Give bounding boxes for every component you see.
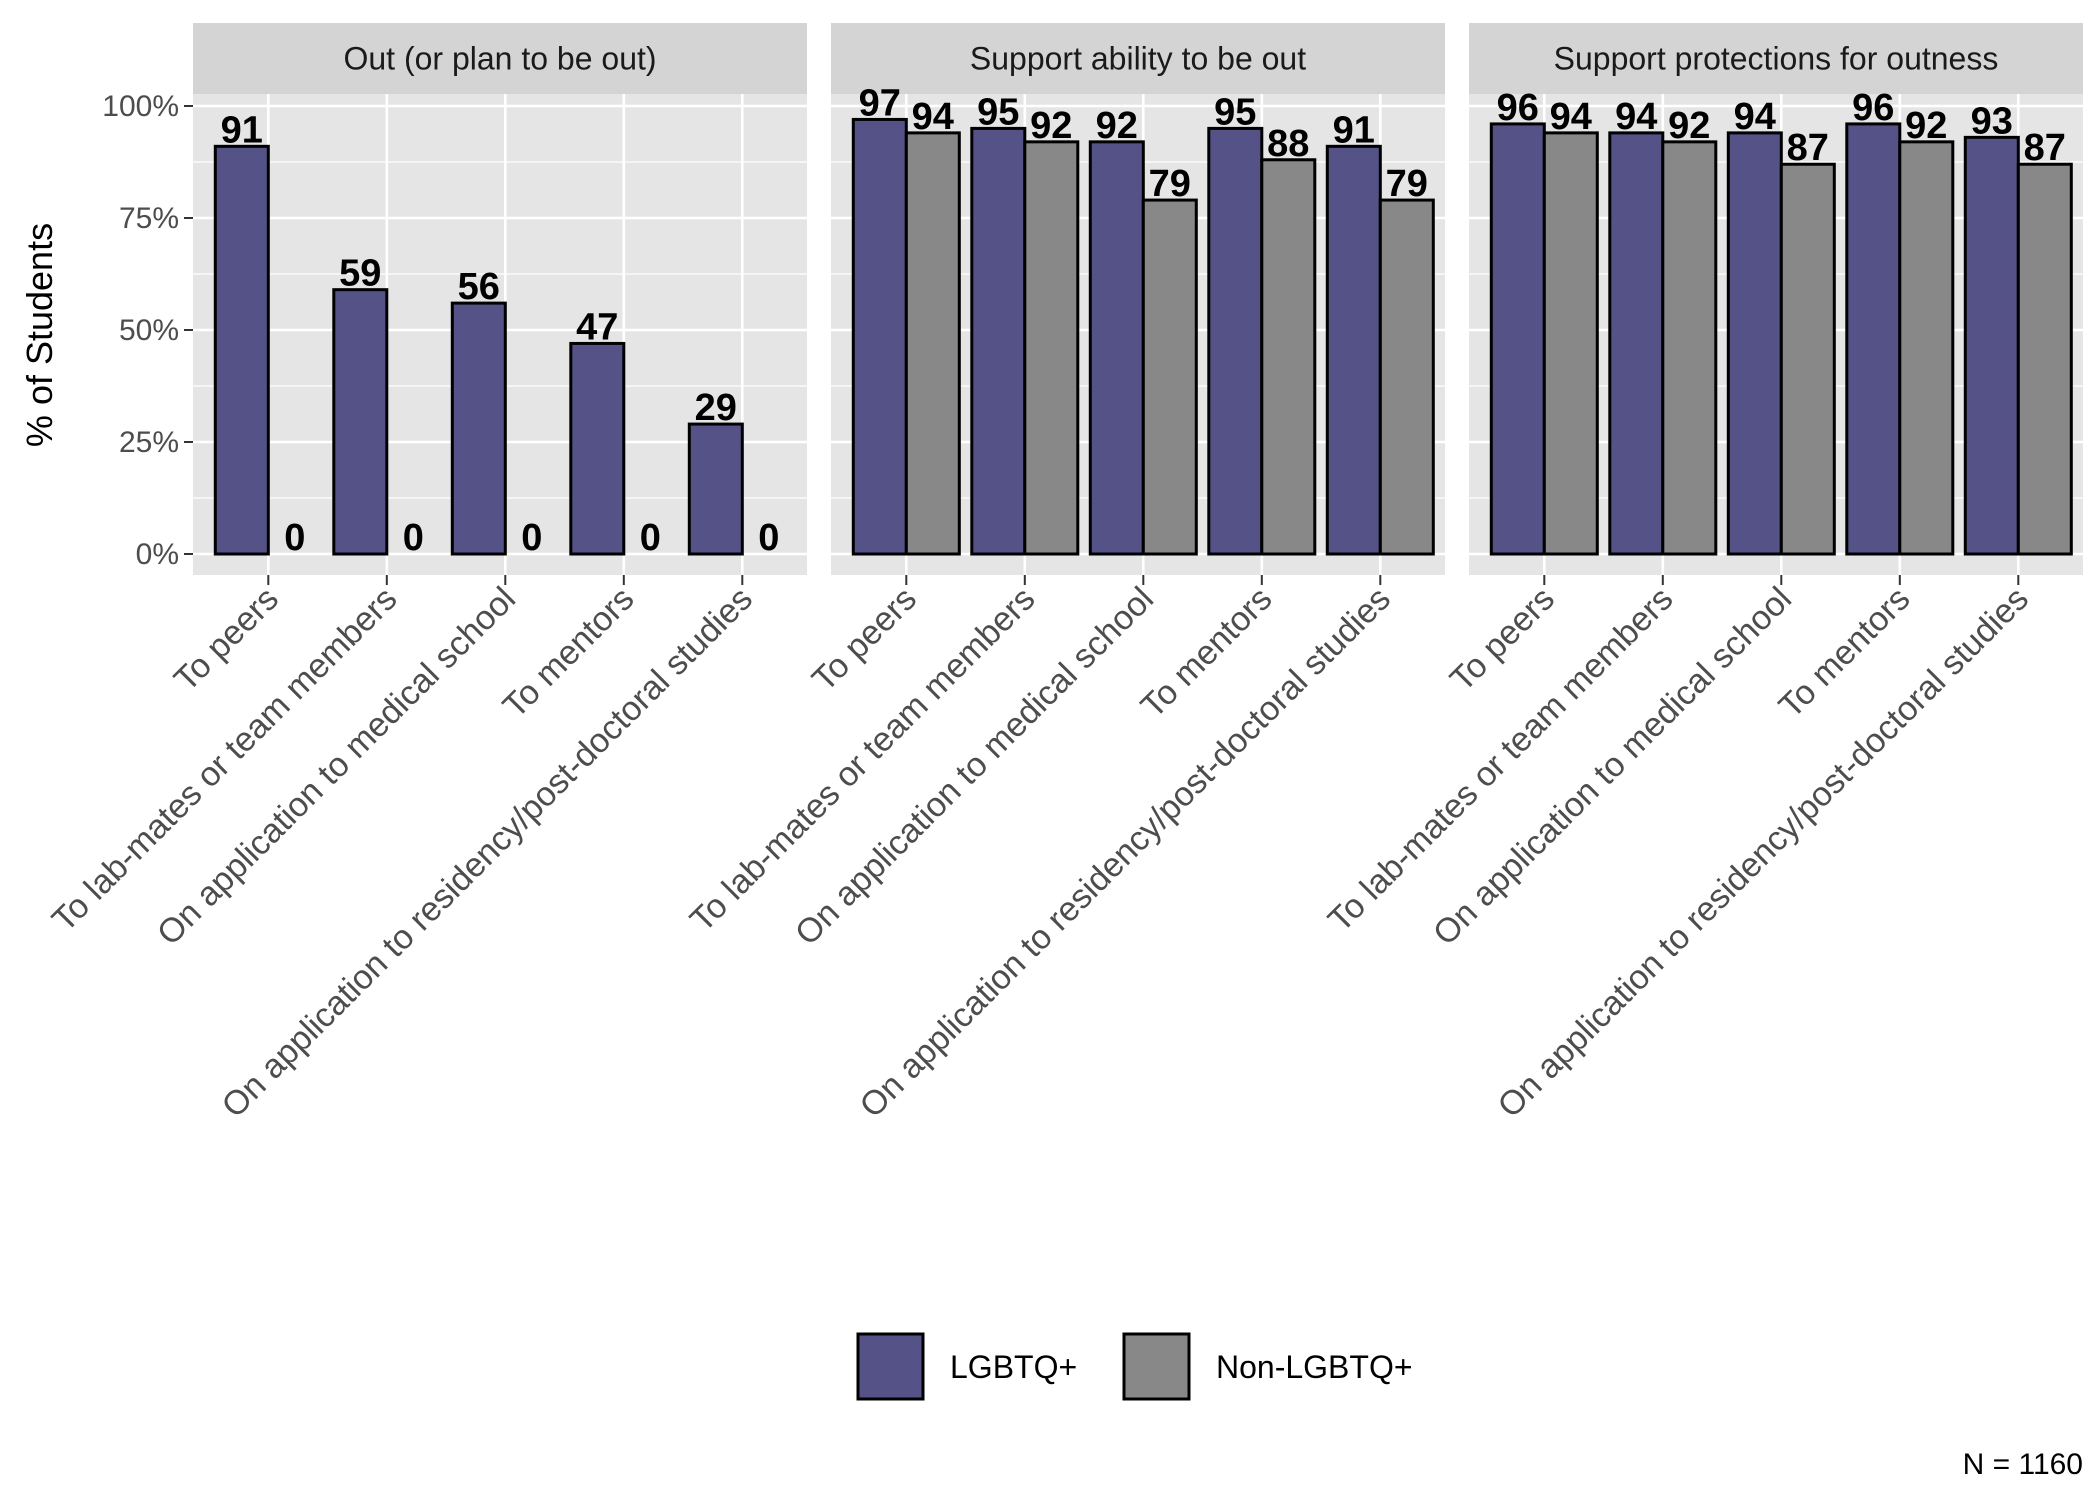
facet-panel: Out (or plan to be out) 91 59 56 47 29 0 0 0 0 0 To… — [45, 23, 807, 1125]
bar-value-label: 92 — [1905, 105, 1947, 147]
bar-lgbtq- — [1608, 131, 1665, 556]
bar-lgbtq- — [569, 341, 626, 556]
x-tick-label: To peers — [1443, 580, 1562, 699]
bar-lgbtq- — [1963, 135, 2020, 556]
bar-value-label: 94 — [1615, 96, 1657, 138]
bar-value-label: 0 — [403, 517, 424, 559]
facet-strip — [1469, 23, 2083, 94]
bar-value-label: 94 — [912, 96, 954, 138]
bar-non-lgbtq- — [1542, 131, 1599, 556]
bar-value-label: 92 — [1096, 105, 1138, 147]
bar-value-label: 93 — [1971, 100, 2013, 142]
y-tick-label: 25% — [119, 426, 179, 459]
bar-lgbtq- — [1088, 140, 1145, 556]
bar-value-label: 94 — [1550, 96, 1592, 138]
bar-value-label: 94 — [1734, 96, 1776, 138]
legend-swatch — [1122, 1332, 1191, 1401]
bar-value-label: 97 — [859, 82, 901, 124]
x-tick-label: To peers — [167, 580, 286, 699]
y-axis-title: % of Students — [19, 223, 60, 447]
x-tick-label: To peers — [805, 580, 924, 699]
bar-non-lgbtq- — [1898, 140, 1955, 556]
y-tick-label: 100% — [102, 90, 179, 123]
bar-non-lgbtq- — [1661, 140, 1718, 556]
bar-value-label: 47 — [576, 306, 618, 348]
bar-value-label: 96 — [1497, 87, 1539, 129]
facet-title: Support ability to be out — [970, 41, 1306, 77]
y-tick-label: 0% — [136, 538, 179, 571]
bar-lgbtq- — [851, 117, 908, 556]
bar-non-lgbtq- — [1260, 158, 1317, 556]
bar-value-label: 0 — [640, 517, 661, 559]
bar-value-label: 91 — [1333, 109, 1375, 151]
bar-non-lgbtq- — [1141, 198, 1198, 556]
facet-title: Out (or plan to be out) — [343, 41, 656, 77]
bar-lgbtq- — [332, 288, 389, 556]
facet-strip — [831, 23, 1445, 94]
facet-title: Support protections for outness — [1554, 41, 1999, 77]
bar-value-label: 87 — [1787, 127, 1829, 169]
bar-value-label: 95 — [1214, 91, 1256, 133]
bar-value-label: 0 — [284, 517, 305, 559]
bar-value-label: 59 — [339, 253, 381, 295]
bar-lgbtq- — [1726, 131, 1783, 556]
bar-lgbtq- — [1207, 126, 1264, 556]
bar-value-label: 56 — [458, 266, 500, 308]
facet-strip — [193, 23, 807, 94]
bar-lgbtq- — [213, 144, 270, 556]
bar-value-label: 79 — [1386, 163, 1428, 205]
bar-non-lgbtq- — [2016, 162, 2073, 556]
y-tick-label: 50% — [119, 314, 179, 347]
bar-value-label: 79 — [1149, 163, 1191, 205]
bar-value-label: 92 — [1668, 105, 1710, 147]
bar-non-lgbtq- — [1779, 162, 1836, 556]
facet-panels: 0% 25% 50% 75% 100% Out (or plan to be out) 91… — [45, 23, 2083, 1125]
bar-lgbtq- — [970, 126, 1027, 556]
bar-value-label: 95 — [977, 91, 1019, 133]
caption-sample-size: N = 1160 — [1963, 1448, 2083, 1481]
bar-lgbtq- — [1845, 122, 1902, 556]
bar-value-label: 92 — [1030, 105, 1072, 147]
bar-value-label: 0 — [758, 517, 779, 559]
bar-non-lgbtq- — [1378, 198, 1435, 556]
bar-value-label: 88 — [1267, 123, 1309, 165]
bar-lgbtq- — [1325, 144, 1382, 556]
bar-value-label: 91 — [221, 109, 263, 151]
legend: LGBTQ+ Non-LGBTQ+ — [856, 1332, 1413, 1401]
bar-lgbtq- — [1489, 122, 1546, 556]
bar-non-lgbtq- — [904, 131, 961, 556]
bar-value-label: 96 — [1852, 87, 1894, 129]
y-tick-label: 75% — [119, 202, 179, 235]
legend-swatch — [856, 1332, 925, 1401]
bar-value-label: 0 — [521, 517, 542, 559]
legend-label: LGBTQ+ — [950, 1349, 1077, 1385]
bar-non-lgbtq- — [1023, 140, 1080, 556]
bar-lgbtq- — [450, 301, 507, 556]
bar-value-label: 87 — [2024, 127, 2066, 169]
bar-lgbtq- — [687, 422, 744, 556]
bar-value-label: 29 — [695, 387, 737, 429]
legend-label: Non-LGBTQ+ — [1216, 1349, 1413, 1385]
